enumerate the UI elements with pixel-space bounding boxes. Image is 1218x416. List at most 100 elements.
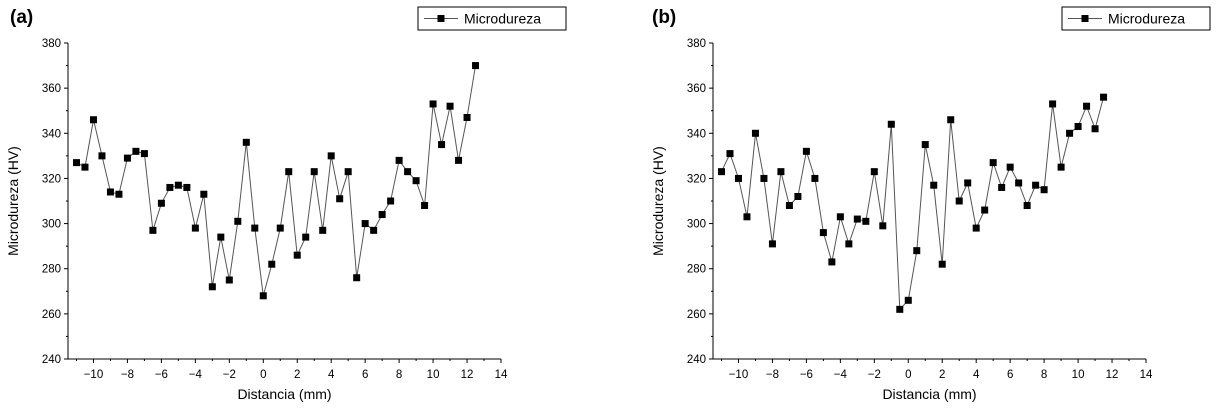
x-tick-label: −2 — [223, 369, 236, 381]
data-point — [768, 240, 776, 248]
data-point — [921, 141, 929, 149]
x-tick-label: −8 — [121, 369, 134, 381]
panel-label: (a) — [10, 7, 33, 28]
data-point — [106, 188, 114, 196]
data-point — [353, 274, 361, 282]
y-tick-label: 280 — [42, 264, 61, 276]
x-tick-label: 8 — [1041, 369, 1047, 381]
data-point — [404, 168, 412, 176]
data-point — [98, 152, 106, 160]
data-point — [913, 247, 921, 255]
legend-marker — [437, 15, 445, 22]
data-point — [200, 190, 208, 198]
y-tick-label: 300 — [687, 219, 706, 231]
x-tick-label: 10 — [1072, 369, 1085, 381]
data-point — [1032, 181, 1040, 189]
x-tick-label: 12 — [1106, 369, 1119, 381]
y-tick-label: 240 — [687, 354, 706, 366]
data-point — [734, 174, 742, 182]
y-tick-label: 380 — [687, 38, 706, 50]
x-axis-label: Distancia (mm) — [237, 386, 331, 402]
x-tick-label: 10 — [427, 369, 440, 381]
x-tick-label: −6 — [155, 369, 168, 381]
y-tick-label: 360 — [687, 83, 706, 95]
y-tick-label: 360 — [42, 83, 61, 95]
data-point — [862, 217, 870, 225]
x-tick-label: 0 — [260, 369, 266, 381]
data-point — [998, 183, 1006, 191]
data-point — [115, 190, 123, 198]
data-point — [955, 197, 963, 205]
data-point — [123, 154, 131, 162]
y-tick-label: 320 — [687, 173, 706, 185]
data-point — [472, 62, 480, 70]
data-point — [896, 305, 904, 313]
data-point — [251, 224, 259, 232]
x-tick-label: 14 — [1140, 369, 1153, 381]
data-point — [395, 156, 403, 164]
y-tick-label: 340 — [42, 128, 61, 140]
data-point — [1006, 163, 1014, 171]
data-point — [293, 251, 301, 259]
data-point — [336, 195, 344, 203]
data-point — [802, 147, 810, 155]
data-point — [904, 296, 912, 304]
x-tick-label: −2 — [868, 369, 881, 381]
data-point — [242, 138, 250, 146]
legend: Microdureza — [1061, 6, 1211, 31]
data-point — [191, 224, 199, 232]
data-point — [421, 202, 429, 210]
data-point — [1015, 179, 1023, 187]
data-point — [794, 192, 802, 200]
y-axis-label: Microdureza (HV) — [650, 146, 666, 256]
data-point — [989, 159, 997, 167]
data-point — [947, 116, 955, 124]
data-point — [751, 129, 759, 137]
data-point — [319, 226, 327, 234]
x-tick-label: 4 — [328, 369, 335, 381]
data-point — [149, 226, 157, 234]
x-tick-label: −8 — [766, 369, 779, 381]
data-point — [81, 163, 89, 171]
data-point — [1023, 202, 1031, 210]
data-point — [370, 226, 378, 234]
y-tick-label: 280 — [687, 264, 706, 276]
legend: Microdureza — [417, 6, 567, 31]
legend-label: Microdureza — [464, 11, 541, 27]
data-point — [140, 150, 148, 158]
data-point — [760, 174, 768, 182]
x-tick-label: −10 — [84, 369, 104, 381]
data-point — [268, 260, 276, 268]
chart-panel-0: (a) 240 260 280 300 320 340 360 380 −10 −8 −6 −4 −2 0 2… — [5, 6, 567, 402]
data-point — [285, 168, 293, 176]
data-point — [1074, 123, 1082, 131]
data-point — [743, 213, 751, 221]
x-tick-label: −10 — [729, 369, 749, 381]
x-tick-label: 12 — [461, 369, 474, 381]
data-point — [166, 183, 174, 191]
data-point — [964, 179, 972, 187]
data-point — [1049, 100, 1057, 108]
data-point — [378, 211, 386, 219]
data-point — [72, 159, 80, 167]
data-point — [276, 224, 284, 232]
x-tick-label: 2 — [939, 369, 945, 381]
x-tick-label: 8 — [396, 369, 402, 381]
data-point — [157, 199, 165, 207]
data-point — [446, 102, 454, 110]
data-point — [438, 141, 446, 149]
data-point — [1100, 93, 1108, 101]
y-tick-label: 340 — [687, 128, 706, 140]
data-point — [132, 147, 140, 155]
data-point — [938, 260, 946, 268]
legend-label: Microdureza — [1108, 11, 1185, 27]
data-point — [819, 229, 827, 237]
y-tick-label: 260 — [42, 309, 61, 321]
data-point — [726, 150, 734, 158]
data-point — [777, 168, 785, 176]
chart-panel-1: (b) 240 260 280 300 320 340 360 380 −10 −8 −6 −4 −2 0 2… — [650, 6, 1211, 402]
x-tick-label: −4 — [834, 369, 848, 381]
y-axis-label: Microdureza (HV) — [5, 146, 21, 256]
data-point — [463, 113, 471, 121]
panel-label: (b) — [652, 7, 676, 28]
